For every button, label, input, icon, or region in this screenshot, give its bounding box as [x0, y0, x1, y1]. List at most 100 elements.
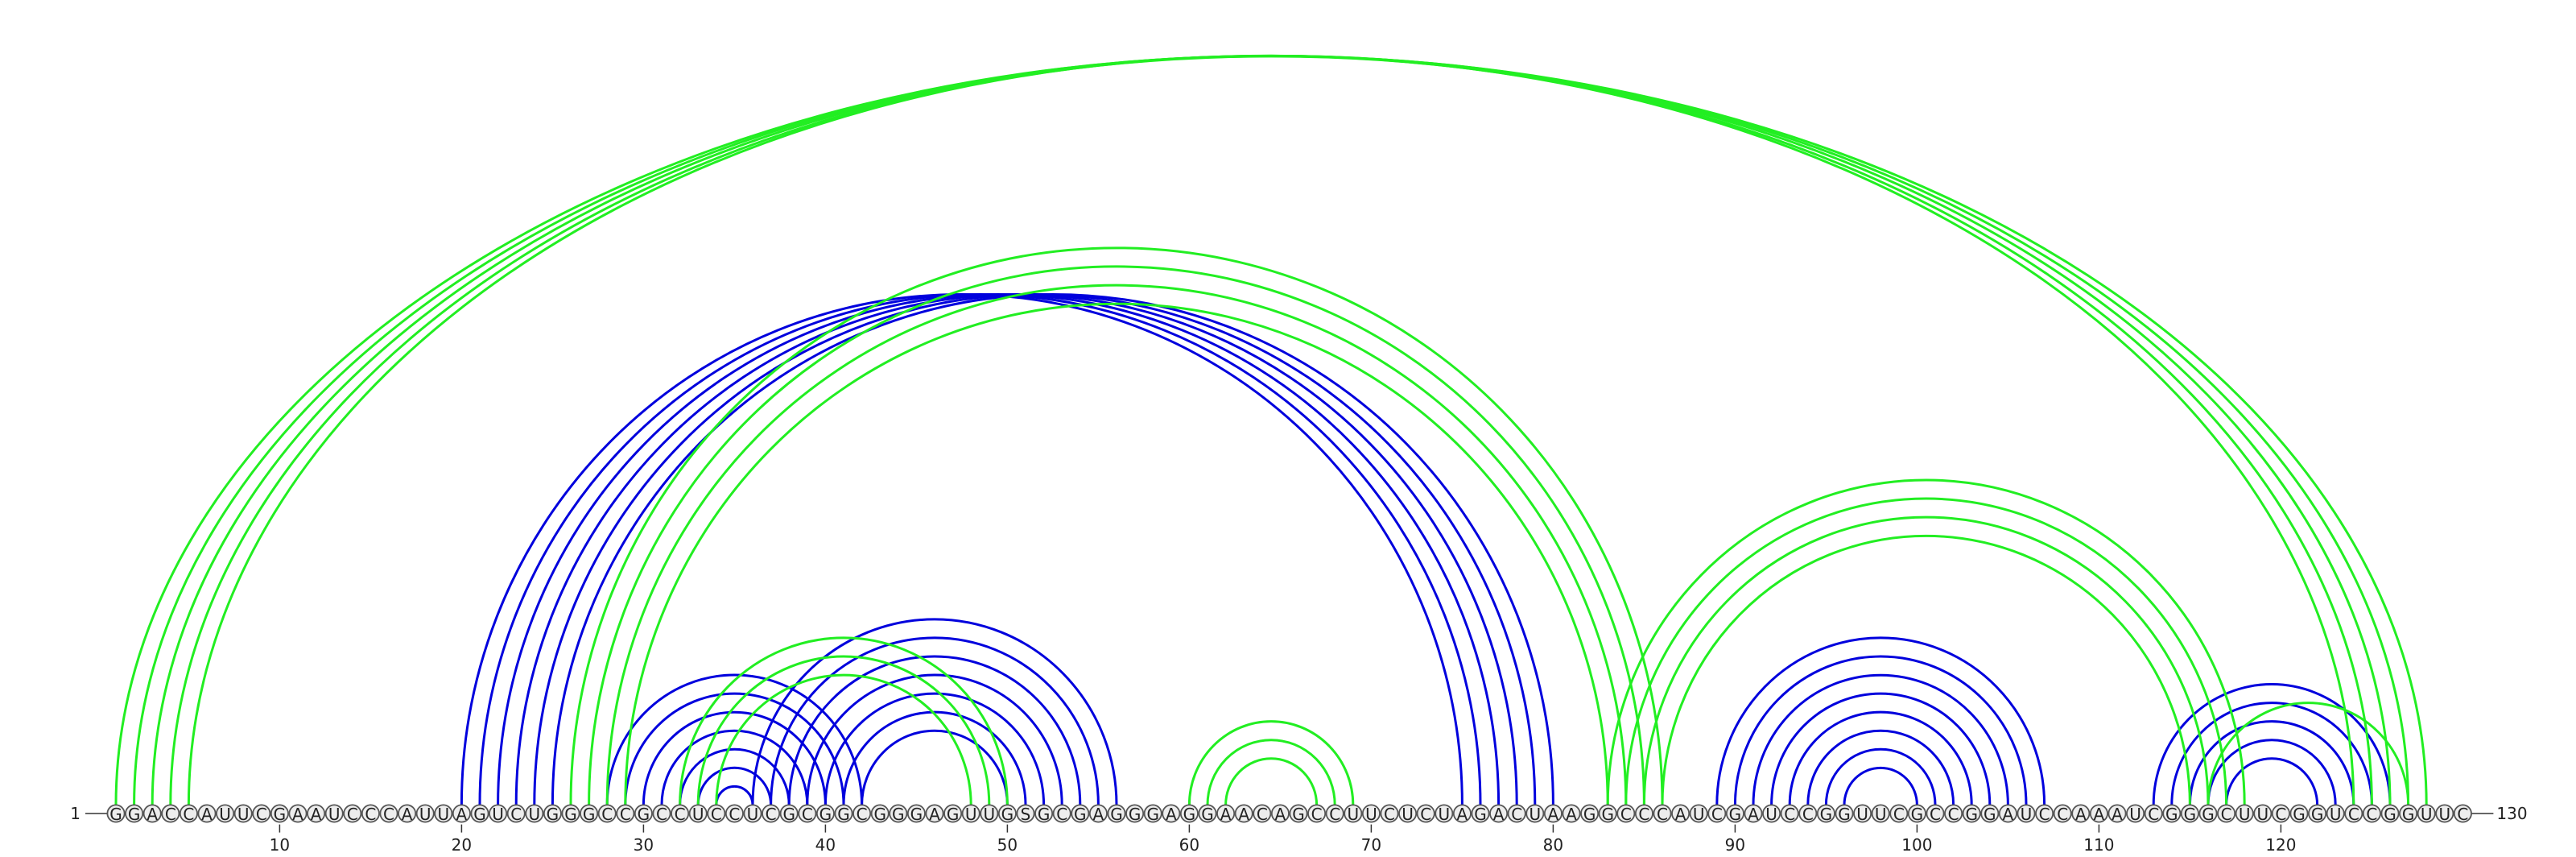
base-pair-arc — [715, 785, 754, 805]
nucleotide: C — [179, 804, 198, 824]
nucleotide: U — [1762, 804, 1781, 824]
nucleotide-circle — [688, 804, 708, 823]
nucleotide: G — [1907, 804, 1926, 824]
nucleotide-circle — [1052, 804, 1071, 823]
nucleotide-letter: G — [473, 805, 486, 824]
nucleotide-circle — [1489, 804, 1509, 823]
nucleotide-circle — [1816, 804, 1835, 823]
nucleotide: C — [1380, 804, 1399, 824]
nucleotide-circle — [506, 804, 526, 823]
nucleotide-circle — [2071, 804, 2091, 823]
nucleotide-circle — [1307, 804, 1327, 823]
nucleotide: C — [652, 804, 671, 824]
nucleotide-letter: C — [1930, 805, 1941, 824]
nucleotide-letter: G — [1838, 805, 1851, 824]
nucleotide-letter: C — [1948, 805, 1959, 824]
nucleotide-letter: C — [1420, 805, 1431, 824]
nucleotide-letter: U — [237, 805, 250, 824]
base-pair-arc — [787, 655, 1082, 805]
nucleotide: A — [1543, 804, 1563, 824]
nucleotide-circle — [106, 804, 126, 823]
nucleotide-letter: G — [819, 805, 832, 824]
nucleotide: C — [724, 804, 744, 824]
nucleotide-circle — [1088, 804, 1108, 823]
nucleotide-letter: U — [419, 805, 431, 824]
nucleotide: A — [398, 804, 417, 824]
nucleotide-letter: G — [2202, 805, 2215, 824]
nucleotide: G — [779, 804, 799, 824]
nucleotide-letter: C — [2457, 805, 2468, 824]
nucleotide: C — [1616, 804, 1636, 824]
nucleotide-letter: G — [1146, 805, 1159, 824]
base-pair-arc — [1770, 692, 1992, 805]
nucleotide-letter: G — [2311, 805, 2324, 824]
nucleotide-letter: G — [2184, 805, 2197, 824]
nucleotide: C — [1307, 804, 1327, 824]
nucleotide-letter: G — [1965, 805, 1978, 824]
nucleotide: C — [1325, 804, 1344, 824]
axis-tick-label: 90 — [1725, 835, 1745, 855]
nucleotide-letter: G — [1820, 805, 1833, 824]
nucleotide: G — [1816, 804, 1835, 824]
nucleotide-circle — [1270, 804, 1290, 823]
nucleotide-circle — [343, 804, 362, 823]
nucleotide-circle — [1707, 804, 1727, 823]
nucleotide-circle — [724, 804, 744, 823]
nucleotide: G — [2289, 804, 2309, 824]
axis-tick-label: 110 — [2083, 835, 2114, 855]
nucleotide-circle — [1889, 804, 1909, 823]
nucleotide-circle — [997, 804, 1017, 823]
nucleotide-circle — [1634, 804, 1653, 823]
nucleotide-circle — [652, 804, 671, 823]
nucleotide-circle — [2271, 804, 2290, 823]
nucleotide-letter: C — [1711, 805, 1723, 824]
nucleotide: C — [1052, 804, 1071, 824]
base-pair-arc — [1661, 534, 2191, 805]
base-pair-arc — [588, 265, 1645, 805]
nucleotide: G — [561, 804, 580, 824]
position-axis: 10 20 30 40 50 60 70 80 90 100 110 120 — [270, 824, 2296, 855]
nucleotide: C — [1507, 804, 1526, 824]
nucleotide-letter: U — [983, 805, 995, 824]
nucleotide: A — [2107, 804, 2127, 824]
nucleotide-circle — [125, 804, 144, 823]
axis-tick-label: 100 — [1901, 835, 1932, 855]
nucleotide-circle — [1744, 804, 1763, 823]
nucleotide-letter: G — [1110, 805, 1123, 824]
nucleotide-circle — [1162, 804, 1181, 823]
nucleotide-letter: C — [766, 805, 777, 824]
nucleotide-circle — [870, 804, 890, 823]
nucleotide: C — [506, 804, 526, 824]
nucleotide-letter: C — [1638, 805, 1649, 824]
base-pair-arc — [2152, 683, 2392, 805]
nucleotide: U — [2235, 804, 2254, 824]
nucleotide-circle — [2380, 804, 2400, 823]
nucleotide: G — [834, 804, 853, 824]
base-pair-arc — [660, 729, 809, 805]
nucleotide-letter: C — [2057, 805, 2068, 824]
base-pair-arc — [133, 54, 2410, 805]
nucleotide-circle — [2453, 804, 2472, 823]
nucleotide: G — [543, 804, 562, 824]
nucleotide: U — [1361, 804, 1381, 824]
nucleotide-circle — [815, 804, 835, 823]
base-pair-arc — [605, 284, 1628, 805]
nucleotide-letter: U — [1365, 805, 1377, 824]
axis-tick-label: 50 — [997, 835, 1018, 855]
nucleotide: C — [2362, 804, 2381, 824]
nucleotide-letter: G — [1474, 805, 1487, 824]
nucleotide-letter: C — [347, 805, 358, 824]
nucleotide-circle — [1525, 804, 1545, 823]
nucleotide-letter: C — [2348, 805, 2359, 824]
nucleotide: G — [906, 804, 926, 824]
nucleotide-circle — [1998, 804, 2017, 823]
nucleotide: A — [1270, 804, 1290, 824]
nucleotide: G — [1980, 804, 2000, 824]
base-pair-arc — [569, 246, 1664, 805]
nucleotide: G — [1835, 804, 1854, 824]
nucleotide: G — [2380, 804, 2400, 824]
nucleotide: C — [1634, 804, 1653, 824]
nucleotide-letter: A — [929, 805, 940, 824]
nucleotide-circle — [762, 804, 781, 823]
nucleotide-letter: U — [2021, 805, 2033, 824]
